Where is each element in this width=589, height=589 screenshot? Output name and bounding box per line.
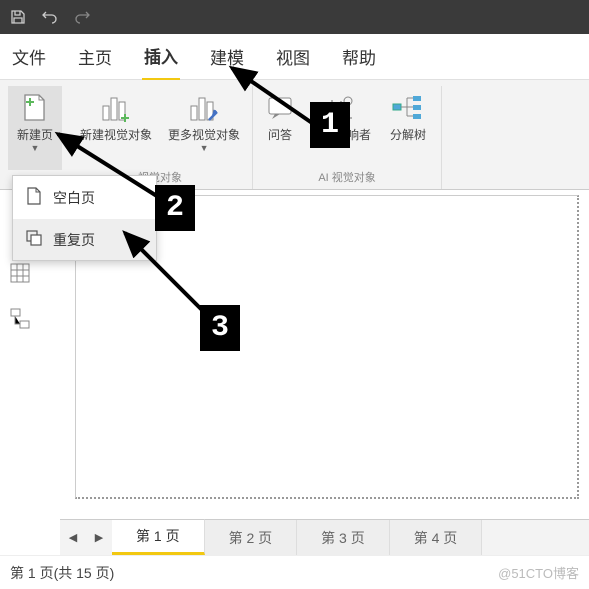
duplicate-page-icon: [25, 229, 43, 250]
page-tab-2[interactable]: 第 2 页: [205, 520, 298, 555]
new-page-dropdown: 空白页 重复页: [12, 175, 157, 261]
duplicate-page-label: 重复页: [53, 230, 95, 250]
blank-page-item[interactable]: 空白页: [13, 176, 156, 219]
qa-label: 问答: [268, 128, 292, 142]
model-view-icon[interactable]: [9, 307, 31, 334]
table-view-icon[interactable]: [9, 262, 31, 287]
status-bar: 第 1 页(共 15 页) @51CTO博客: [0, 555, 589, 589]
undo-icon[interactable]: [40, 7, 60, 27]
tab-next-icon[interactable]: ▶: [86, 520, 112, 555]
group-ai-label: AI 视觉对象: [318, 166, 375, 189]
page-count-label: 第 1 页(共 15 页): [10, 563, 114, 583]
new-visual-label: 新建视觉对象: [80, 128, 152, 142]
new-page-label: 新建页: [17, 128, 53, 142]
save-icon[interactable]: [8, 7, 28, 27]
tab-prev-icon[interactable]: ◀: [60, 520, 86, 555]
menu-help[interactable]: 帮助: [340, 36, 378, 77]
menu-file[interactable]: 文件: [10, 36, 48, 77]
key-influencers-label: 关键影响者: [311, 128, 371, 142]
menu-modeling[interactable]: 建模: [208, 36, 246, 77]
key-influencers-button[interactable]: 关键影响者: [305, 86, 377, 166]
decomposition-tree-icon: [391, 90, 425, 126]
more-visuals-label: 更多视觉对象: [168, 128, 240, 142]
menu-view[interactable]: 视图: [274, 36, 312, 77]
new-page-icon: [20, 90, 50, 126]
decomposition-tree-button[interactable]: 分解树: [381, 86, 435, 166]
menu-insert[interactable]: 插入: [142, 35, 180, 81]
watermark: @51CTO博客: [498, 563, 579, 582]
page-tab-4[interactable]: 第 4 页: [390, 520, 483, 555]
page-tabs: ◀ ▶ 第 1 页 第 2 页 第 3 页 第 4 页: [60, 519, 589, 555]
blank-page-icon: [25, 186, 43, 209]
redo-icon[interactable]: [72, 7, 92, 27]
chevron-down-icon: ▼: [31, 143, 40, 153]
side-rail: [0, 258, 40, 334]
new-visual-icon: [99, 90, 133, 126]
qa-button[interactable]: 问答: [259, 86, 301, 166]
decomposition-tree-label: 分解树: [390, 128, 426, 142]
ribbon: 新建页 ▼ 新建视觉对象 更多视觉对象 ▼ 视觉对象: [0, 80, 589, 190]
new-page-button[interactable]: 新建页 ▼: [8, 86, 62, 170]
blank-page-label: 空白页: [53, 188, 95, 208]
menu-home[interactable]: 主页: [76, 36, 114, 77]
key-influencers-icon: [326, 90, 356, 126]
menu-bar: 文件 主页 插入 建模 视图 帮助: [0, 34, 589, 80]
chevron-down-icon: ▼: [200, 143, 209, 153]
more-visuals-icon: [187, 90, 221, 126]
new-visual-button[interactable]: 新建视觉对象: [74, 86, 158, 166]
page-tab-1[interactable]: 第 1 页: [112, 519, 205, 555]
more-visuals-button[interactable]: 更多视觉对象 ▼: [162, 86, 246, 166]
qa-icon: [265, 90, 295, 126]
duplicate-page-item[interactable]: 重复页: [13, 219, 156, 260]
title-bar: [0, 0, 589, 34]
page-tab-3[interactable]: 第 3 页: [297, 520, 390, 555]
